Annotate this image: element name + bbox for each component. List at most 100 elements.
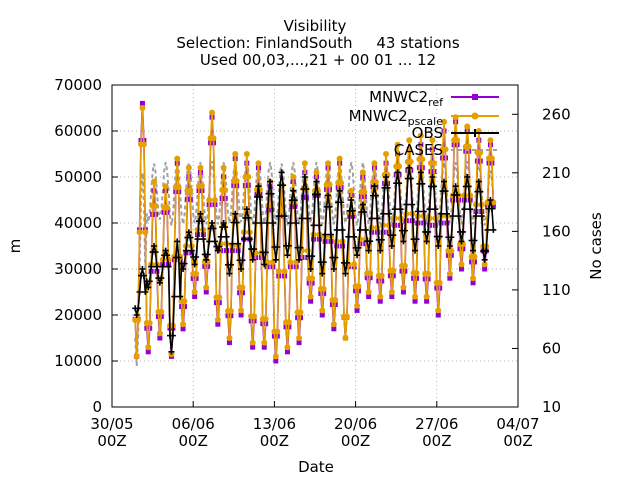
data-point	[268, 190, 275, 197]
data-point	[343, 259, 350, 266]
data-point	[348, 187, 355, 194]
data-point	[441, 118, 448, 125]
data-point	[285, 319, 292, 326]
data-point	[251, 246, 258, 253]
x-tick-label-day: 04/07	[496, 415, 539, 433]
data-point	[342, 335, 349, 341]
data-point	[220, 164, 227, 171]
data-point	[158, 308, 165, 315]
data-point	[459, 228, 466, 235]
data-point	[217, 233, 224, 240]
data-point	[185, 164, 192, 171]
y2-tick-label: 60	[542, 339, 561, 357]
data-point	[273, 358, 279, 364]
data-point	[330, 321, 337, 328]
data-point	[152, 202, 159, 209]
data-point	[458, 238, 465, 245]
data-point	[229, 240, 236, 247]
plot-frame	[111, 84, 519, 408]
y2-tick-label: 110	[542, 281, 571, 299]
x-tick-label-hour: 00Z	[422, 432, 451, 450]
series-obs	[132, 164, 497, 355]
data-point	[301, 174, 308, 180]
data-point	[281, 268, 288, 275]
data-point	[239, 284, 246, 291]
data-point	[284, 344, 291, 351]
data-point	[310, 222, 317, 229]
data-point	[145, 344, 152, 351]
data-point	[226, 340, 232, 346]
data-point	[396, 180, 403, 187]
data-point	[343, 313, 350, 320]
data-point	[307, 293, 314, 300]
data-point	[367, 238, 374, 245]
data-point	[426, 206, 433, 213]
x-tick-label-day: 30/05	[90, 415, 133, 433]
data-point	[139, 266, 146, 272]
data-point	[264, 220, 271, 226]
data-point	[133, 353, 140, 360]
data-point	[187, 187, 194, 194]
data-point	[424, 298, 430, 304]
data-point	[193, 270, 200, 277]
data-point	[348, 197, 355, 203]
chart-subtitle-used: Used 00,03,...,21 + 00 01 ... 12	[200, 51, 436, 69]
data-point	[394, 141, 401, 148]
data-point	[301, 160, 308, 167]
data-point	[152, 249, 159, 256]
data-point	[425, 270, 432, 277]
data-point	[164, 252, 171, 259]
data-point	[238, 307, 245, 314]
data-point	[412, 298, 418, 304]
data-point	[250, 344, 256, 350]
data-point	[272, 256, 279, 263]
data-point	[281, 213, 288, 220]
data-point	[187, 234, 194, 241]
data-point	[359, 201, 366, 208]
data-point	[320, 285, 327, 292]
data-point	[400, 284, 407, 291]
data-point	[280, 182, 287, 189]
data-point	[252, 220, 259, 226]
data-point	[441, 178, 448, 185]
data-point	[275, 268, 282, 275]
legend-marker	[471, 112, 479, 120]
data-point	[255, 160, 262, 167]
x-tick-label-day: 27/06	[415, 415, 458, 433]
data-point	[203, 256, 210, 263]
data-point	[303, 186, 310, 193]
data-point	[232, 151, 239, 157]
y-tick-label: 40000	[54, 214, 102, 232]
data-point	[470, 275, 477, 282]
data-point	[304, 215, 311, 222]
data-point	[175, 254, 182, 261]
data-point	[232, 210, 239, 217]
data-point	[168, 348, 175, 355]
data-point	[174, 155, 181, 162]
data-point	[388, 289, 395, 295]
x-tick-label-hour: 00Z	[260, 432, 289, 450]
data-point	[394, 169, 401, 176]
data-point	[211, 238, 218, 245]
data-point	[284, 349, 290, 355]
data-point	[465, 183, 472, 190]
data-point	[298, 215, 305, 222]
data-point	[278, 169, 285, 176]
data-point	[227, 308, 234, 315]
data-point	[349, 207, 356, 214]
data-point	[477, 188, 484, 195]
data-point	[197, 210, 204, 217]
data-point	[180, 321, 187, 328]
data-point	[354, 252, 361, 259]
data-point	[210, 225, 217, 232]
y-tick-label: 20000	[54, 306, 102, 324]
data-point	[414, 208, 421, 215]
data-point	[397, 206, 404, 213]
data-point	[159, 263, 166, 270]
data-point	[403, 201, 410, 208]
data-point	[262, 249, 269, 256]
data-point	[472, 213, 479, 220]
data-point	[203, 284, 210, 291]
data-point	[245, 214, 252, 221]
data-point	[235, 240, 242, 247]
